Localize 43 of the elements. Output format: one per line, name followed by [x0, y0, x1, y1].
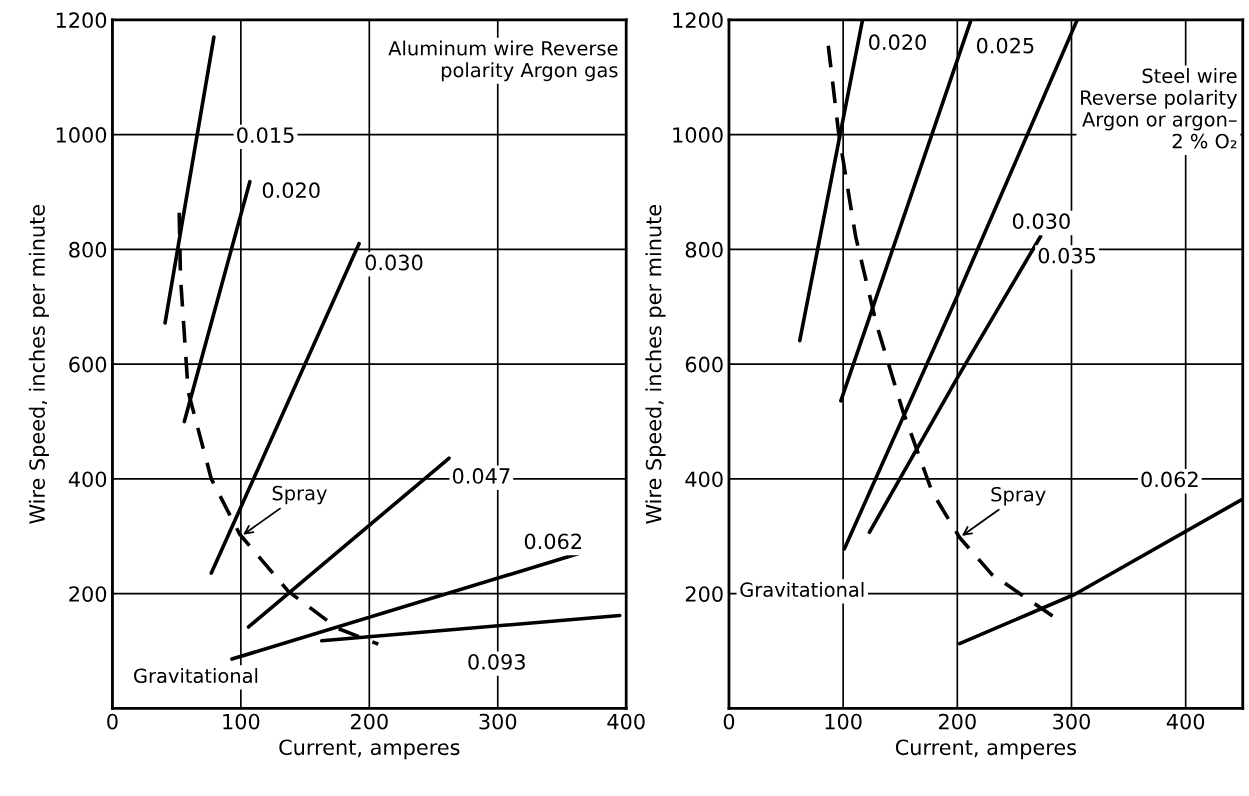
annotation: Gravitational	[740, 581, 864, 598]
annotation: Spray	[272, 485, 327, 505]
x-tick-label: 0	[723, 713, 735, 730]
x-tick-label: 200	[938, 713, 976, 730]
y-tick-label: 1000	[673, 127, 723, 143]
series-label: 0.020	[262, 182, 320, 199]
series-label: 0.020	[869, 34, 926, 51]
y-tick-label: 1200	[673, 12, 723, 29]
y-tick-label: 400	[685, 471, 723, 488]
series-label: 0.015	[237, 127, 294, 143]
x-axis-title: Current, amperes	[279, 739, 460, 760]
x-tick-label: 100	[223, 713, 260, 730]
annotation: Gravitational	[134, 668, 258, 684]
x-tick-label: 200	[350, 713, 388, 730]
y-tick-label: 600	[685, 356, 723, 373]
y-tick-label: 800	[685, 241, 723, 258]
series-label: 0.062	[524, 533, 581, 550]
y-tick-label: 200	[685, 586, 723, 602]
y-tick-label: 200	[69, 586, 107, 602]
annotation: Steel wire Reverse polarity Argon or argon– 2 % O₂	[1081, 68, 1238, 149]
x-tick-label: 100	[825, 713, 862, 730]
y-tick-label: 600	[69, 356, 107, 373]
series-label: 0.025	[976, 37, 1034, 54]
y-tick-label: 1200	[56, 12, 107, 29]
series-label: 0.062	[1141, 471, 1198, 488]
annotation: Aluminum wire Reverse polarity Argon gas	[388, 40, 618, 82]
series-label: 0.047	[452, 468, 510, 484]
x-axis-title: Current, amperes	[895, 739, 1077, 760]
y-axis-title: Wire Speed, inches per minute	[28, 204, 49, 524]
x-tick-label: 300	[479, 713, 517, 730]
y-tick-label: 800	[69, 241, 107, 258]
series-label: 0.030	[365, 254, 423, 271]
y-axis-title: Wire Speed, inches per minute	[645, 204, 666, 524]
series-label: 0.093	[468, 653, 525, 670]
y-tick-label: 1000	[56, 127, 107, 143]
x-tick-label: 0	[107, 713, 118, 730]
x-tick-label: 400	[1166, 713, 1205, 730]
series-label: 0.030	[1012, 213, 1070, 230]
series-label: 0.035	[1038, 247, 1096, 264]
y-tick-label: 400	[68, 471, 107, 488]
annotation: Spray	[991, 486, 1046, 506]
x-tick-label: 400	[607, 713, 645, 730]
x-tick-label: 300	[1053, 713, 1090, 730]
